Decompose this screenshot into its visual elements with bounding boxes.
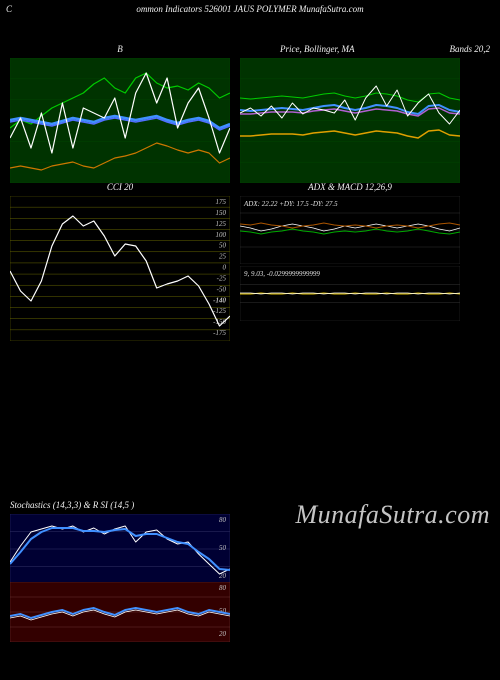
adx-chart: ADX: 22.22 +DY: 17.5 -DY: 27.5 xyxy=(240,196,460,264)
page-header: C ommon Indicators 526001 JAUS POLYMER M… xyxy=(0,0,500,20)
panel-bollinger: B xyxy=(10,44,230,183)
bollinger-title: B xyxy=(10,44,230,56)
svg-text:9, 9.03, -0.0299999999999: 9, 9.03, -0.0299999999999 xyxy=(244,270,320,278)
stoch-title: Stochastics (14,3,3) & R SI (14,5 ) xyxy=(10,500,490,512)
panel-stoch: Stochastics (14,3,3) & R SI (14,5 ) 80 50… xyxy=(10,500,490,584)
panel-adx: ADX & MACD 12,26,9 ADX: 22.22 +DY: 17.5 … xyxy=(240,182,460,264)
cci-title: CCI 20 xyxy=(10,182,230,194)
svg-text:80: 80 xyxy=(219,516,227,524)
macd-chart: 9, 9.03, -0.0299999999999 xyxy=(240,266,460,321)
svg-text:150: 150 xyxy=(216,209,227,217)
svg-text:125: 125 xyxy=(216,220,227,228)
svg-text:25: 25 xyxy=(219,253,227,261)
svg-text:50: 50 xyxy=(219,544,227,552)
envelope-title-right: Bands 20,2 xyxy=(450,44,491,54)
stoch-chart: 805020 xyxy=(10,514,230,584)
svg-text:50: 50 xyxy=(219,242,227,250)
envelope-title: Price, Bollinger, MA xyxy=(280,44,354,54)
header-left: C xyxy=(6,4,12,14)
panel-macd: 9, 9.03, -0.0299999999999 xyxy=(240,266,460,321)
panel-envelope: Price, Bollinger, MA Bands 20,2 xyxy=(240,44,490,183)
panel-cci: CCI 20 175 150 125 100 50 25 0 -25 -50 -140 -125 -1… xyxy=(10,182,230,341)
cci-chart: 17515012510050250-25-50-140-125-150-175 xyxy=(10,196,230,341)
svg-text:-140: -140 xyxy=(213,296,226,304)
svg-text:20: 20 xyxy=(219,630,227,638)
svg-text:-125: -125 xyxy=(213,307,226,315)
svg-text:175: 175 xyxy=(216,198,227,206)
svg-text:-175: -175 xyxy=(213,329,226,337)
adx-title: ADX & MACD 12,26,9 xyxy=(240,182,460,194)
rsi-chart: 805020 xyxy=(10,582,230,642)
svg-text:0: 0 xyxy=(223,264,227,272)
svg-text:-25: -25 xyxy=(217,274,227,282)
panel-rsi: 805020 xyxy=(10,582,230,642)
svg-text:100: 100 xyxy=(216,231,227,239)
svg-text:-50: -50 xyxy=(217,285,227,293)
svg-text:80: 80 xyxy=(219,584,227,592)
svg-text:ADX: 22.22 +DY: 17.5 -DY: 27.: ADX: 22.22 +DY: 17.5 -DY: 27.5 xyxy=(243,200,338,208)
bollinger-chart xyxy=(10,58,230,183)
header-center: ommon Indicators 526001 JAUS POLYMER Mun… xyxy=(136,4,363,14)
envelope-chart xyxy=(240,58,460,183)
